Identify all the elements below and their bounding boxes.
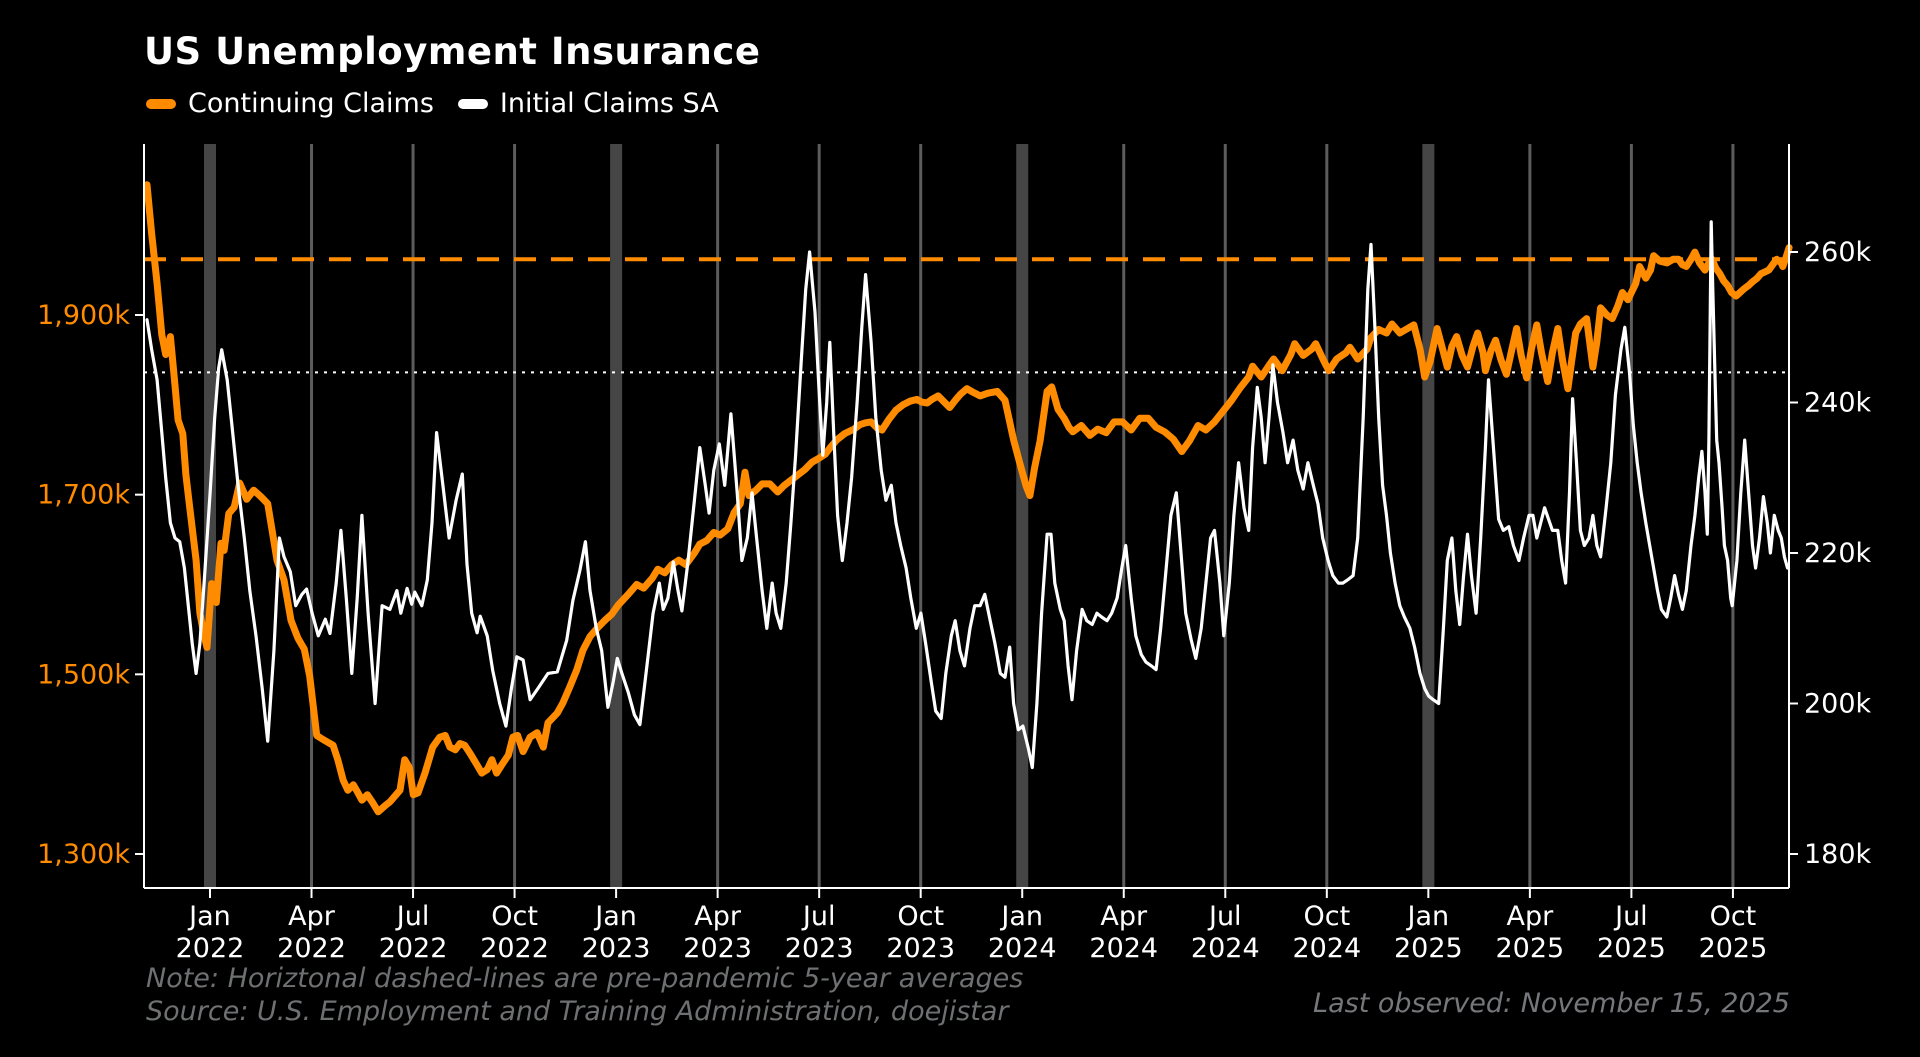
legend-item-initial-claims: Initial Claims SA [457, 88, 719, 119]
x-tick-month-label: Jul [801, 901, 836, 932]
initial-claims-sa-line [145, 220, 1790, 770]
x-tick-month-label: Apr [288, 901, 336, 932]
x-tick-year-label: 2024 [1292, 933, 1361, 964]
x-tick-year-label: 2024 [1089, 933, 1158, 964]
x-tick-year-label: 2024 [1191, 933, 1260, 964]
x-tick-month-label: Jan [187, 901, 231, 932]
x-tick-month-label: Jan [999, 901, 1043, 932]
x-tick-month-label: Jan [1406, 901, 1450, 932]
x-tick-year-label: 2022 [176, 933, 245, 964]
y-left-tick-label: 1,700k [37, 480, 130, 511]
x-tick-month-label: Apr [1100, 901, 1148, 932]
legend-label-continuing-claims: Continuing Claims [188, 88, 434, 119]
y-right-tick-label: 180k [1804, 839, 1872, 870]
x-tick-year-label: 2025 [1496, 933, 1565, 964]
x-tick-year-label: 2022 [480, 933, 549, 964]
x-tick-year-label: 2023 [683, 933, 752, 964]
y-right-tick-label: 240k [1804, 388, 1872, 419]
january-band [610, 144, 623, 888]
y-right-tick-label: 260k [1804, 237, 1872, 268]
x-tick-month-label: Jul [1207, 901, 1242, 932]
x-tick-month-label: Jul [395, 901, 430, 932]
initial-claims-swatch-icon [457, 98, 488, 109]
january-band [1016, 144, 1029, 888]
x-tick-month-label: Jan [593, 901, 637, 932]
x-tick-year-label: 2022 [379, 933, 448, 964]
january-band [1422, 144, 1435, 888]
y-left-tick-label: 1,300k [37, 839, 130, 870]
chart-legend: Continuing Claims Initial Claims SA [146, 88, 733, 119]
x-tick-month-label: Oct [491, 901, 538, 932]
x-tick-month-label: Apr [694, 901, 742, 932]
legend-label-initial-claims: Initial Claims SA [499, 88, 719, 119]
x-tick-month-label: Oct [1710, 901, 1757, 932]
x-tick-month-label: Oct [897, 901, 944, 932]
y-right-tick-label: 200k [1804, 689, 1872, 720]
x-tick-month-label: Apr [1507, 901, 1555, 932]
x-tick-year-label: 2023 [886, 933, 955, 964]
source-line: Source: U.S. Employment and Training Adm… [146, 996, 1009, 1027]
continuing-claims-swatch-icon [146, 98, 176, 109]
note-line: Note: Horiztonal dashed-lines are pre-pa… [146, 963, 1024, 994]
x-tick-year-label: 2024 [988, 933, 1057, 964]
x-tick-year-label: 2022 [277, 933, 346, 964]
x-tick-year-label: 2023 [582, 933, 651, 964]
x-tick-year-label: 2025 [1394, 933, 1463, 964]
x-tick-month-label: Oct [1303, 901, 1350, 932]
y-left-tick-label: 1,500k [37, 659, 130, 690]
x-tick-year-label: 2025 [1597, 933, 1666, 964]
x-tick-year-label: 2023 [785, 933, 854, 964]
legend-item-continuing-claims: Continuing Claims [146, 88, 434, 119]
last-observed-label: Last observed: November 15, 2025 [1313, 988, 1790, 1019]
y-left-tick-label: 1,900k [37, 300, 130, 331]
y-right-tick-label: 220k [1804, 538, 1872, 569]
continuing-claims-line [143, 181, 1793, 816]
chart-footnotes: Note: Horiztonal dashed-lines are pre-pa… [146, 962, 1023, 1028]
chart-title: US Unemployment Insurance [144, 30, 761, 73]
x-tick-month-label: Jul [1613, 901, 1648, 932]
x-tick-year-label: 2025 [1699, 933, 1768, 964]
